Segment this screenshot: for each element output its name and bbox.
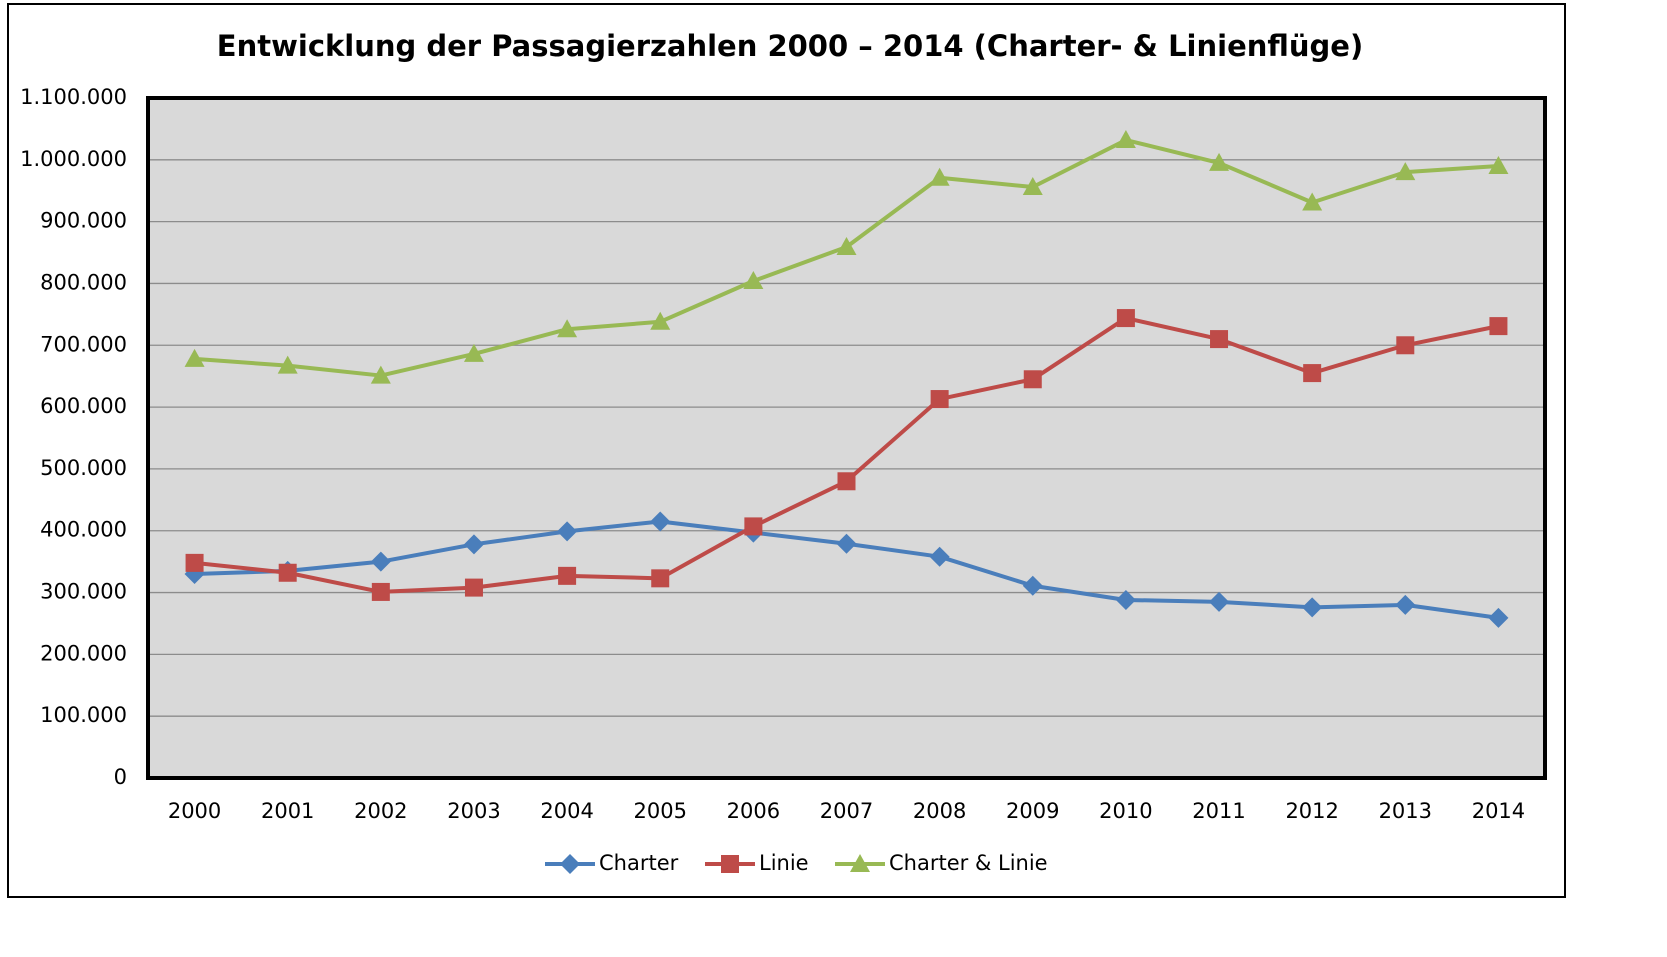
marker <box>558 566 577 585</box>
marker <box>1395 162 1416 181</box>
marker <box>1115 589 1136 610</box>
marker <box>1022 575 1043 596</box>
marker <box>1488 156 1509 174</box>
x-tick-label: 2003 <box>447 799 500 823</box>
marker <box>1395 594 1416 615</box>
x-tick-label: 2012 <box>1285 799 1338 823</box>
x-tick-label: 2002 <box>354 799 407 823</box>
y-tick-label: 0 <box>114 765 127 789</box>
marker <box>557 319 578 338</box>
marker <box>1302 597 1323 618</box>
y-tick-label: 200.000 <box>40 641 127 665</box>
y-tick-label: 700.000 <box>40 332 127 356</box>
y-tick-label: 600.000 <box>40 394 127 418</box>
marker <box>1303 364 1322 383</box>
marker <box>1488 607 1509 628</box>
marker <box>463 343 484 362</box>
marker <box>837 472 856 491</box>
marker <box>1489 317 1508 336</box>
y-tick-label: 1.100.000 <box>20 85 127 109</box>
marker <box>1210 330 1229 349</box>
x-tick-label: 2005 <box>634 799 687 823</box>
y-tick-label: 100.000 <box>40 703 127 727</box>
legend-label: Charter & Linie <box>889 851 1048 875</box>
x-tick-label: 2006 <box>727 799 780 823</box>
x-tick-label: 2014 <box>1472 799 1525 823</box>
legend-label: Charter <box>599 851 679 875</box>
y-tick-label: 900.000 <box>40 209 127 233</box>
marker <box>277 355 298 374</box>
x-tick-label: 2001 <box>261 799 314 823</box>
marker <box>743 270 764 289</box>
marker <box>744 517 763 536</box>
plot-area <box>148 98 1545 778</box>
x-tick-label: 2007 <box>820 799 873 823</box>
marker <box>929 546 950 567</box>
marker <box>464 578 483 597</box>
marker <box>370 551 391 572</box>
x-tick-label: 2008 <box>913 799 966 823</box>
marker <box>1209 152 1230 171</box>
marker <box>836 236 857 255</box>
x-tick-label: 2009 <box>1006 799 1059 823</box>
marker <box>1116 309 1135 328</box>
x-tick-label: 2004 <box>540 799 593 823</box>
marker <box>836 533 857 554</box>
y-tick-label: 300.000 <box>40 580 127 604</box>
x-tick-label: 2011 <box>1192 799 1245 823</box>
marker <box>185 553 204 572</box>
plot-border <box>146 96 1547 780</box>
x-tick-label: 2010 <box>1099 799 1152 823</box>
y-tick-label: 400.000 <box>40 518 127 542</box>
y-tick-label: 500.000 <box>40 456 127 480</box>
marker <box>1209 591 1230 612</box>
marker <box>557 521 578 542</box>
marker <box>650 511 671 532</box>
legend-label: Linie <box>759 851 809 875</box>
marker <box>278 563 297 582</box>
chart-title: Entwicklung der Passagierzahlen 2000 – 2… <box>217 29 1363 63</box>
x-tick-label: 2013 <box>1379 799 1432 823</box>
marker <box>370 365 391 384</box>
legend-marker <box>560 854 580 874</box>
y-tick-label: 800.000 <box>40 270 127 294</box>
marker <box>1023 370 1042 389</box>
x-tick-label: 2000 <box>168 799 221 823</box>
marker <box>651 569 670 588</box>
marker <box>929 167 950 186</box>
marker <box>184 348 205 367</box>
marker <box>371 582 390 601</box>
legend-marker <box>721 855 739 873</box>
marker <box>1302 192 1323 211</box>
legend-marker <box>850 854 870 872</box>
marker <box>930 390 949 409</box>
marker <box>1115 130 1136 149</box>
marker <box>1396 336 1415 355</box>
marker <box>1022 177 1043 196</box>
marker <box>463 534 484 555</box>
y-tick-label: 1.000.000 <box>20 147 127 171</box>
marker <box>650 311 671 330</box>
